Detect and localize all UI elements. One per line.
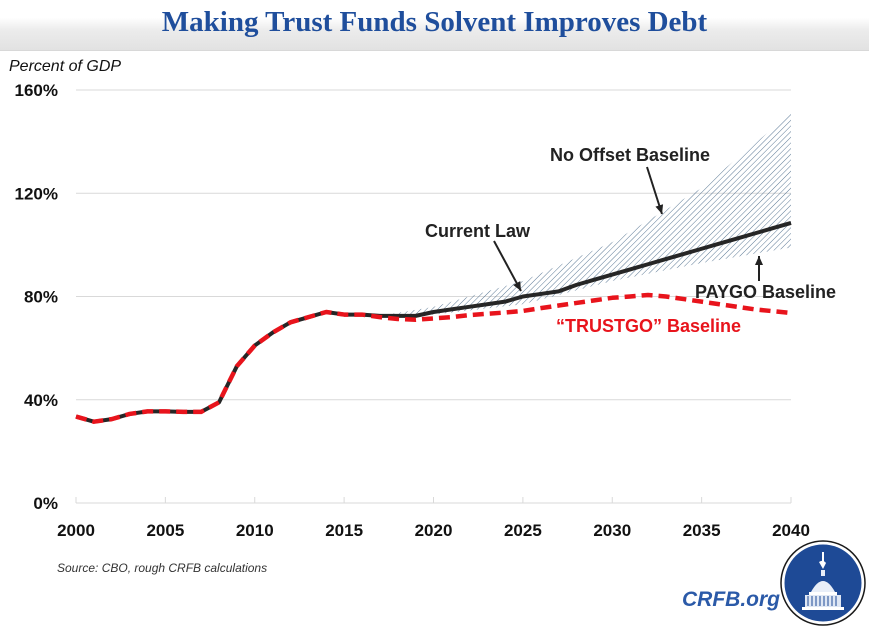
x-tick-label: 2010 (236, 521, 274, 540)
chart-title: Making Trust Funds Solvent Improves Debt (161, 6, 708, 38)
band-no-offset-paygo (379, 113, 791, 316)
annotation-arrow-current-law-head (513, 281, 521, 291)
annotation-paygo-baseline: PAYGO Baseline (695, 282, 836, 302)
x-tick-label: 2015 (325, 521, 363, 540)
annotation-trustgo-baseline: “TRUSTGO” Baseline (556, 316, 741, 336)
series-trustgo (75, 292, 792, 424)
x-tick-label: 2005 (146, 521, 184, 540)
annotation-no-offset-baseline: No Offset Baseline (550, 145, 710, 165)
x-tick-label: 2025 (504, 521, 542, 540)
annotation-arrow-current-law (493, 240, 522, 292)
y-tick-label: 120% (15, 184, 58, 203)
x-tick-label: 2020 (415, 521, 453, 540)
y-tick-label: 40% (24, 391, 58, 410)
annotation-arrow-paygo-head (755, 256, 763, 265)
x-tick-label: 2040 (772, 521, 810, 540)
annotation-arrow-no-offset-head (655, 204, 664, 214)
x-tick-label: 2035 (683, 521, 721, 540)
source-note: Source: CBO, rough CRFB calculations (57, 561, 268, 575)
brand-link[interactable]: CRFB.org (682, 588, 780, 611)
x-tick-label: 2000 (57, 521, 95, 540)
capitol-dome-logo-icon (780, 540, 866, 626)
annotation-current-law: Current Law (425, 221, 531, 241)
y-tick-label: 80% (24, 288, 58, 307)
title-bar (0, 0, 869, 51)
y-tick-label: 160% (15, 81, 58, 100)
y-tick-label: 0% (33, 494, 58, 513)
x-tick-label: 2030 (593, 521, 631, 540)
y-axis-label: Percent of GDP (9, 58, 121, 75)
